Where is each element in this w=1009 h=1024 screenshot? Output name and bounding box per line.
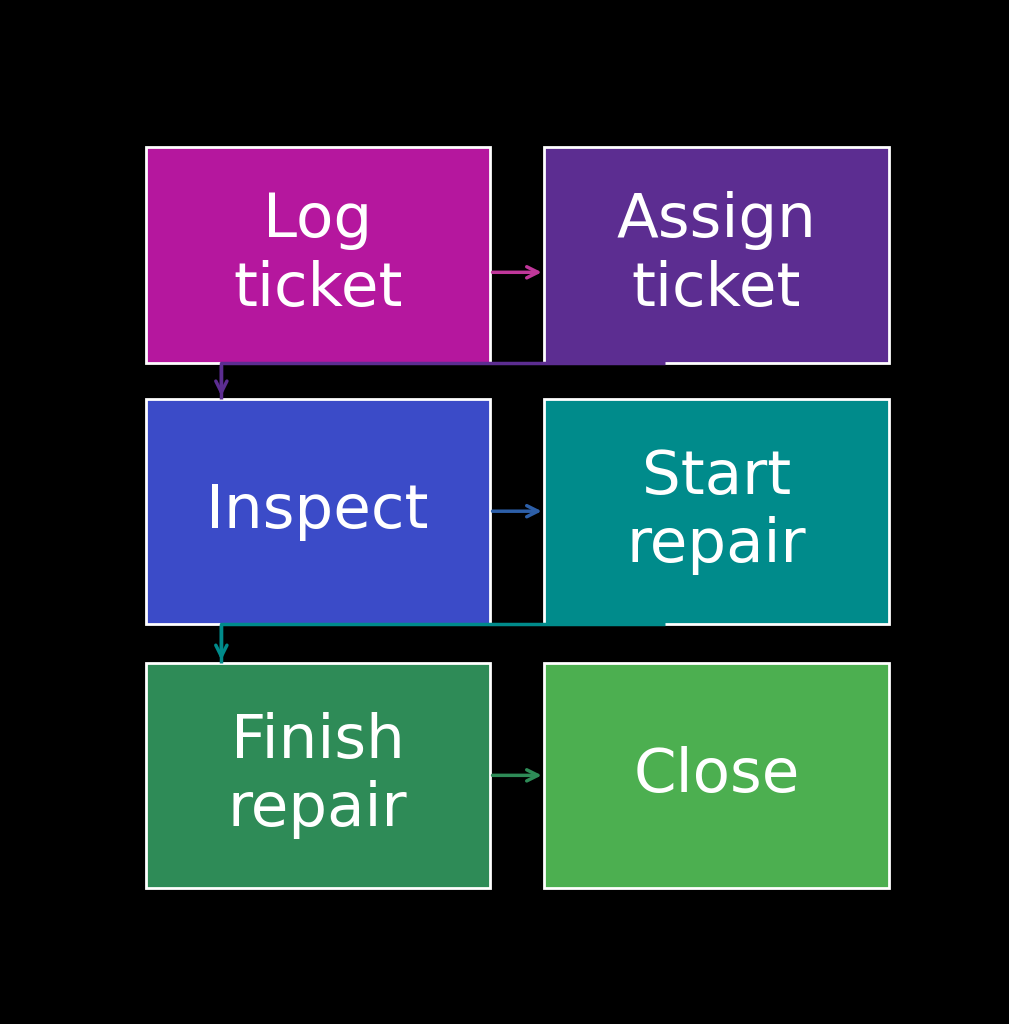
FancyBboxPatch shape (145, 399, 489, 624)
FancyBboxPatch shape (545, 399, 889, 624)
FancyBboxPatch shape (545, 663, 889, 888)
Text: Close: Close (634, 745, 800, 805)
FancyBboxPatch shape (145, 146, 489, 364)
Text: Start
repair: Start repair (627, 447, 806, 574)
Text: Log
ticket: Log ticket (233, 191, 403, 318)
Text: Finish
repair: Finish repair (228, 712, 408, 839)
FancyBboxPatch shape (145, 663, 489, 888)
Text: Inspect: Inspect (207, 481, 429, 541)
FancyBboxPatch shape (545, 146, 889, 364)
Text: Assign
ticket: Assign ticket (616, 191, 816, 318)
